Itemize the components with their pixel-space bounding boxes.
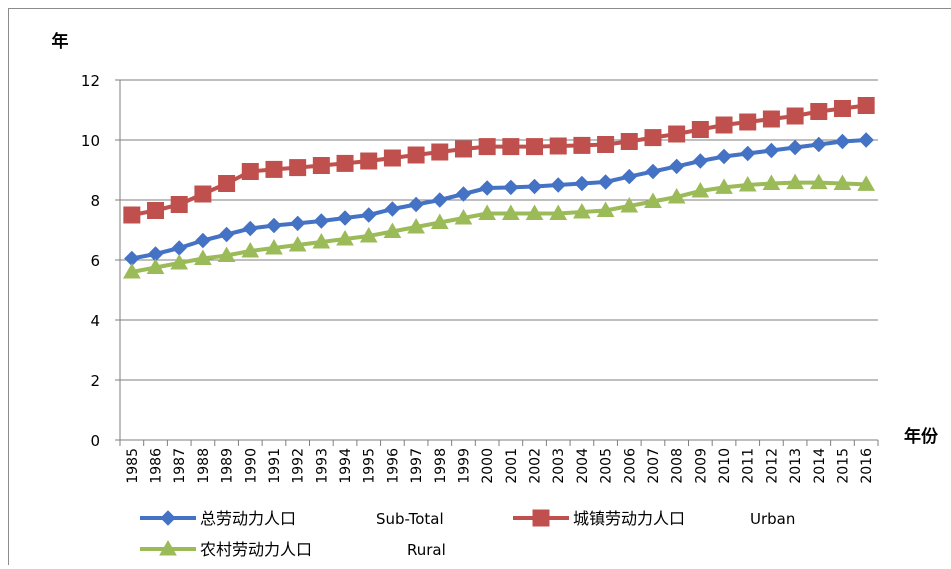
x-tick-label: 2016 — [859, 448, 875, 484]
data-point — [669, 126, 685, 142]
x-tick-label: 1998 — [433, 448, 449, 484]
data-point — [834, 101, 850, 117]
x-tick-label: 2010 — [717, 448, 733, 484]
x-tick-label: 1999 — [456, 448, 472, 484]
x-tick-label: 1991 — [267, 448, 283, 484]
x-tick-label: 1996 — [385, 448, 401, 484]
x-tick-label: 1988 — [196, 448, 212, 484]
data-point — [479, 139, 495, 155]
y-tick-label: 12 — [81, 72, 100, 90]
x-tick-label: 2013 — [788, 448, 804, 484]
x-tick-label: 2001 — [504, 448, 520, 484]
x-tick-label: 1986 — [149, 448, 165, 484]
data-point — [503, 139, 519, 155]
data-point — [763, 111, 779, 127]
x-tick-label: 2008 — [670, 448, 686, 484]
data-point — [124, 207, 140, 223]
data-point — [242, 164, 258, 180]
y-tick-label: 10 — [81, 132, 100, 150]
data-point — [219, 176, 235, 192]
x-tick-label: 2006 — [622, 448, 638, 484]
x-tick-label: 2002 — [528, 448, 544, 484]
x-tick-label: 2009 — [693, 448, 709, 484]
legend-label: 农村劳动力人口 — [200, 540, 312, 559]
x-tick-label: 2014 — [812, 448, 828, 484]
x-tick-label: 2007 — [646, 448, 662, 484]
x-tick-label: 1993 — [314, 448, 330, 484]
y-axis-label: 年 — [52, 31, 69, 52]
y-tick-label: 0 — [90, 432, 100, 450]
x-tick-label: 2012 — [764, 448, 780, 484]
data-point — [527, 139, 543, 155]
x-tick-label: 1997 — [409, 448, 425, 484]
data-point — [290, 160, 306, 176]
x-axis-label: 年份 — [904, 426, 939, 447]
data-point — [574, 137, 590, 153]
y-tick-label: 4 — [90, 312, 100, 330]
x-tick-label: 2005 — [599, 448, 615, 484]
x-tick-label: 1994 — [338, 448, 354, 484]
data-point — [621, 134, 637, 150]
y-tick-label: 8 — [90, 192, 100, 210]
data-point — [787, 108, 803, 124]
data-point — [195, 186, 211, 202]
x-tick-label: 1987 — [172, 448, 188, 484]
x-tick-label: 1995 — [362, 448, 378, 484]
data-point — [455, 141, 471, 157]
x-tick-label: 1989 — [220, 448, 236, 484]
x-tick-label: 1990 — [243, 448, 259, 484]
legend-label-en: Urban — [750, 510, 795, 528]
data-point — [645, 130, 661, 146]
data-point — [432, 144, 448, 160]
data-point — [598, 137, 614, 153]
data-point — [171, 197, 187, 213]
data-point — [337, 155, 353, 171]
data-point — [550, 138, 566, 154]
data-point — [858, 98, 874, 114]
data-point — [716, 117, 732, 133]
x-tick-label: 2004 — [575, 448, 591, 484]
x-tick-label: 2011 — [741, 448, 757, 484]
data-point — [408, 147, 424, 163]
y-tick-label: 2 — [90, 372, 100, 390]
legend-label-en: Sub-Total — [376, 510, 444, 528]
legend-label: 总劳动力人口 — [200, 509, 296, 528]
data-point — [266, 161, 282, 177]
x-tick-label: 2000 — [480, 448, 496, 484]
x-tick-label: 2015 — [835, 448, 851, 484]
y-tick-label: 6 — [90, 252, 100, 270]
data-point — [148, 203, 164, 219]
data-point — [313, 158, 329, 174]
data-point — [361, 153, 377, 169]
x-tick-label: 1985 — [125, 448, 141, 484]
legend-label: 城镇劳动力人口 — [573, 509, 685, 528]
x-tick-label: 1992 — [291, 448, 307, 484]
x-tick-label: 2003 — [551, 448, 567, 484]
legend-label-en: Rural — [407, 541, 446, 559]
data-point — [740, 114, 756, 130]
legend-marker — [533, 510, 549, 526]
data-point — [384, 150, 400, 166]
data-point — [692, 122, 708, 138]
data-point — [811, 104, 827, 120]
